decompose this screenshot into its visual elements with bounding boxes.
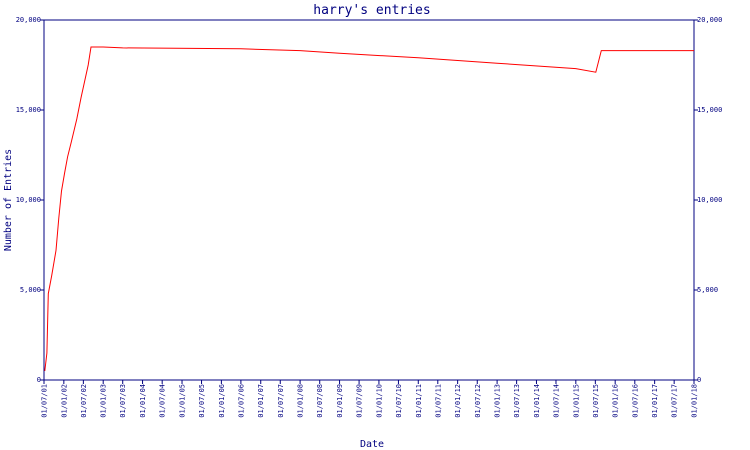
x-tick-label: 01/01/13 bbox=[494, 384, 502, 418]
x-tick-label: 01/01/18 bbox=[691, 384, 699, 418]
x-tick-label: 01/07/03 bbox=[119, 384, 127, 418]
y-axis-label: Number of Entries bbox=[3, 149, 14, 251]
y-tick-label-right: 0 bbox=[697, 376, 701, 384]
x-tick-label: 01/01/03 bbox=[100, 384, 108, 418]
x-tick-label: 01/07/04 bbox=[159, 384, 167, 418]
y-tick-label-right: 15,000 bbox=[697, 106, 722, 114]
x-tick-label: 01/01/08 bbox=[297, 384, 305, 418]
y-ticks-left: 0 5,000 10,000 15,000 20,000 bbox=[16, 16, 44, 384]
x-axis-label: Date bbox=[360, 439, 384, 450]
x-tick-label: 01/01/02 bbox=[60, 384, 68, 418]
x-tick-label: 01/07/15 bbox=[592, 384, 600, 418]
x-tick-label: 01/01/04 bbox=[139, 384, 147, 418]
x-tick-label: 01/07/07 bbox=[277, 384, 285, 418]
x-tick-label: 01/07/09 bbox=[356, 384, 364, 418]
y-tick-label-left: 5,000 bbox=[20, 286, 41, 294]
x-tick-label: 01/07/17 bbox=[671, 384, 679, 418]
x-tick-label: 01/01/05 bbox=[179, 384, 187, 418]
x-tick-label: 01/07/14 bbox=[552, 384, 560, 418]
x-tick-label: 01/01/06 bbox=[218, 384, 226, 418]
x-tick-label: 01/01/11 bbox=[415, 384, 423, 418]
chart-title: harry's entries bbox=[313, 3, 430, 18]
x-tick-label: 01/07/06 bbox=[237, 384, 245, 418]
series-line bbox=[44, 46, 694, 372]
x-tick-label: 01/01/14 bbox=[533, 384, 541, 418]
x-tick-label: 01/01/07 bbox=[257, 384, 265, 418]
x-tick-label: 01/07/08 bbox=[316, 384, 324, 418]
x-tick-label: 01/01/10 bbox=[375, 384, 383, 418]
x-tick-label: 01/01/12 bbox=[454, 384, 462, 418]
x-tick-label: 01/07/11 bbox=[434, 384, 442, 418]
x-tick-label: 01/01/17 bbox=[651, 384, 659, 418]
y-tick-label-right: 10,000 bbox=[697, 196, 722, 204]
y-tick-label-left: 0 bbox=[37, 376, 41, 384]
x-tick-label: 01/01/15 bbox=[572, 384, 580, 418]
y-tick-label-left: 10,000 bbox=[16, 196, 41, 204]
x-ticks: 01/07/01 01/01/02 01/07/02 01/01/03 01/07/03… bbox=[41, 380, 699, 418]
x-tick-label: 01/01/09 bbox=[336, 384, 344, 418]
series-layer bbox=[44, 46, 694, 372]
x-tick-label: 01/07/10 bbox=[395, 384, 403, 418]
y-tick-label-right: 5,000 bbox=[697, 286, 718, 294]
x-tick-label: 01/07/16 bbox=[631, 384, 639, 418]
x-tick-label: 01/07/01 bbox=[41, 384, 49, 418]
y-tick-label-left: 15,000 bbox=[16, 106, 41, 114]
y-ticks-right: 0 5,000 10,000 15,000 20,000 bbox=[694, 16, 722, 384]
x-tick-label: 01/01/16 bbox=[612, 384, 620, 418]
y-tick-label-left: 20,000 bbox=[16, 16, 41, 24]
x-tick-label: 01/07/05 bbox=[198, 384, 206, 418]
x-tick-label: 01/07/02 bbox=[80, 384, 88, 418]
x-tick-label: 01/07/12 bbox=[474, 384, 482, 418]
y-tick-label-right: 20,000 bbox=[697, 16, 722, 24]
x-tick-label: 01/07/13 bbox=[513, 384, 521, 418]
chart-axes bbox=[43, 19, 695, 381]
